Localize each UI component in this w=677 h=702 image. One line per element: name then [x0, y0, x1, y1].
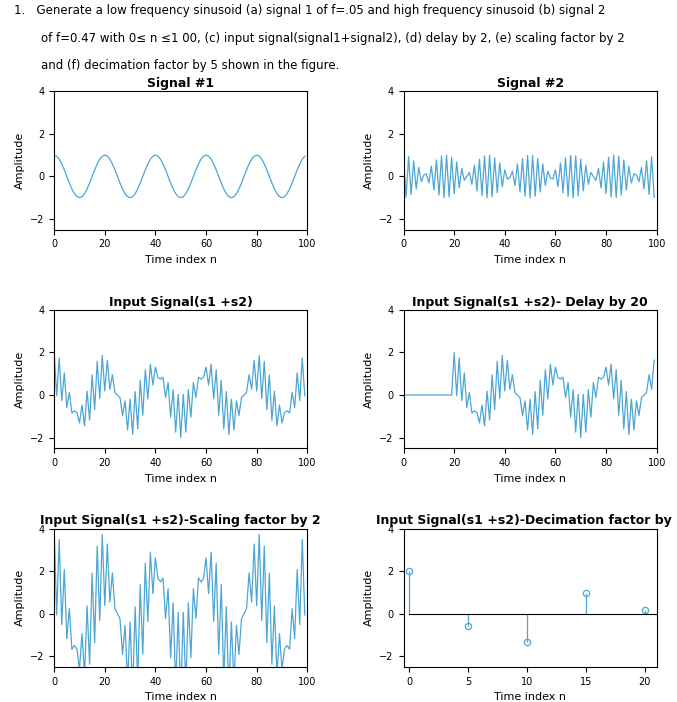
X-axis label: Time index n: Time index n: [494, 474, 566, 484]
Y-axis label: Amplitude: Amplitude: [14, 569, 24, 626]
Y-axis label: Amplitude: Amplitude: [364, 132, 374, 189]
Y-axis label: Amplitude: Amplitude: [14, 132, 24, 189]
X-axis label: Time index n: Time index n: [145, 692, 217, 702]
X-axis label: Time index n: Time index n: [494, 692, 566, 702]
Text: 1.   Generate a low frequency sinusoid (a) signal 1 of f=.05 and high frequency : 1. Generate a low frequency sinusoid (a)…: [14, 4, 605, 18]
Title: Input Signal(s1 +s2)- Delay by 20: Input Signal(s1 +s2)- Delay by 20: [412, 296, 648, 309]
Title: Input Signal(s1 +s2): Input Signal(s1 +s2): [109, 296, 253, 309]
Title: Signal #1: Signal #1: [147, 77, 215, 90]
Title: Input Signal(s1 +s2)-Scaling factor by 2: Input Signal(s1 +s2)-Scaling factor by 2: [41, 515, 321, 527]
Title: Input Signal(s1 +s2)-Decimation factor by 5: Input Signal(s1 +s2)-Decimation factor b…: [376, 515, 677, 527]
Y-axis label: Amplitude: Amplitude: [14, 350, 24, 408]
Y-axis label: Amplitude: Amplitude: [364, 350, 374, 408]
X-axis label: Time index n: Time index n: [145, 474, 217, 484]
X-axis label: Time index n: Time index n: [494, 255, 566, 265]
Title: Signal #2: Signal #2: [496, 77, 564, 90]
Text: and (f) decimation factor by 5 shown in the figure.: and (f) decimation factor by 5 shown in …: [41, 59, 339, 72]
Text: of f=0.47 with 0≤ n ≤1 00, (c) input signal(signal1+signal2), (d) delay by 2, (e: of f=0.47 with 0≤ n ≤1 00, (c) input sig…: [41, 32, 624, 45]
X-axis label: Time index n: Time index n: [145, 255, 217, 265]
Y-axis label: Amplitude: Amplitude: [364, 569, 374, 626]
